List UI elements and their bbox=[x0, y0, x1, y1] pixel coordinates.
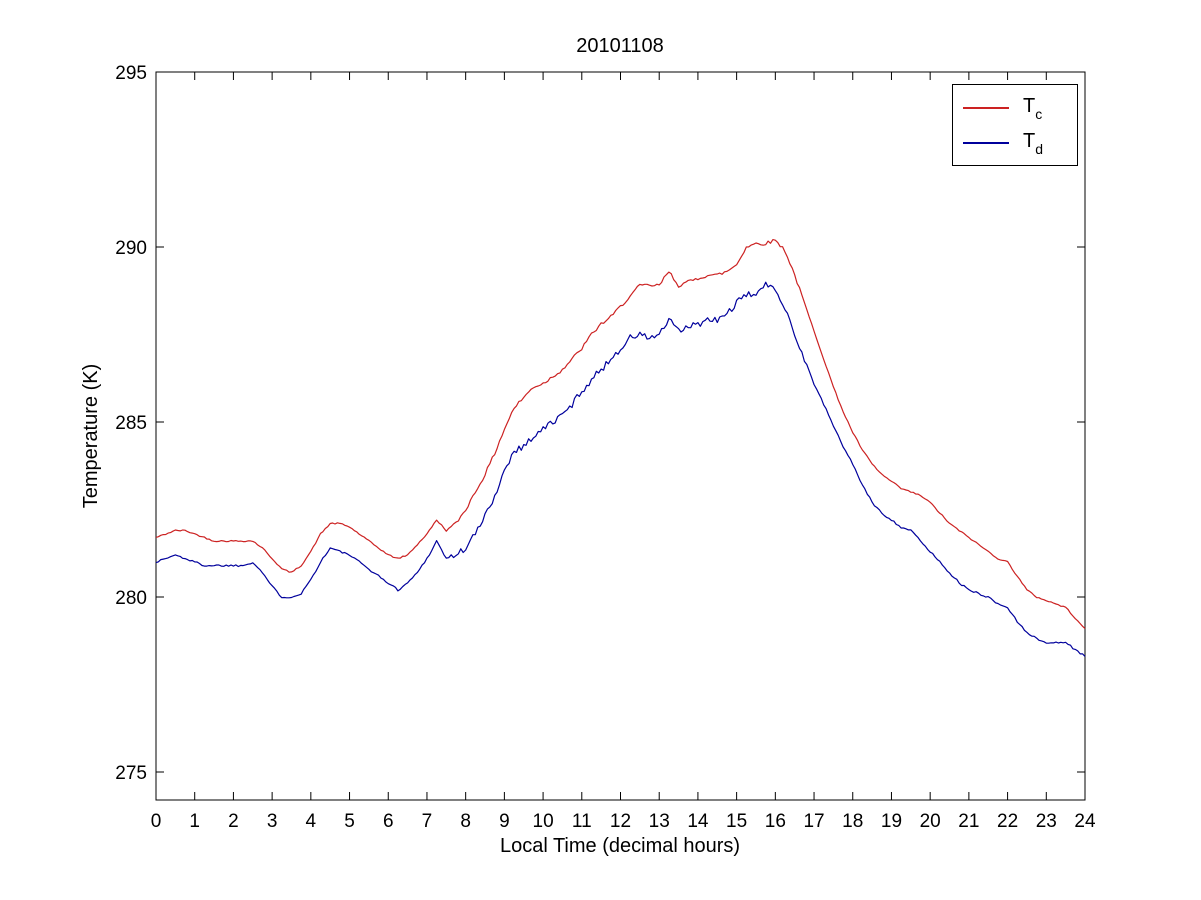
x-tick-label: 18 bbox=[842, 811, 863, 832]
x-tick-label: 7 bbox=[422, 811, 433, 832]
x-tick-label: 8 bbox=[460, 811, 471, 832]
x-tick-label: 19 bbox=[881, 811, 902, 832]
x-tick-label: 15 bbox=[726, 811, 747, 832]
x-tick-label: 2 bbox=[228, 811, 239, 832]
x-tick-label: 13 bbox=[649, 811, 670, 832]
td-legend-label: Td bbox=[1023, 130, 1044, 157]
axes-and-series: 0 1 2 3 4 5 6 7 8 9 10 11 12 13 14 15 16 17 18 19 20 21 22 23 24… bbox=[115, 63, 1096, 832]
y-tick-label: 275 bbox=[115, 763, 147, 784]
tc-label-sub: c bbox=[1035, 106, 1043, 122]
legend-entry-tc: Tc bbox=[963, 95, 1067, 122]
x-axis-label: Local Time (decimal hours) bbox=[500, 835, 740, 857]
x-tick-label: 14 bbox=[687, 811, 709, 832]
x-tick-label: 3 bbox=[267, 811, 278, 832]
x-tick-label: 11 bbox=[572, 811, 592, 832]
legend-entry-td: Td bbox=[963, 130, 1067, 157]
x-tick-label: 9 bbox=[499, 811, 510, 832]
td-label-main: T bbox=[1023, 130, 1036, 152]
x-tick-label: 16 bbox=[765, 811, 786, 832]
x-tick-label: 1 bbox=[189, 811, 200, 832]
y-tick-label: 285 bbox=[115, 413, 147, 434]
series-line-td bbox=[155, 281, 1086, 657]
x-tick-label: 0 bbox=[151, 811, 162, 832]
tc-label-main: T bbox=[1023, 95, 1036, 117]
y-tick-label: 290 bbox=[115, 238, 147, 259]
x-tick-label: 21 bbox=[958, 811, 979, 832]
chart-title: 20101108 bbox=[576, 35, 664, 57]
y-axis-label: Temperature (K) bbox=[80, 364, 102, 509]
x-tick-label: 5 bbox=[344, 811, 355, 832]
td-label-sub: d bbox=[1035, 141, 1044, 157]
x-tick-label: 6 bbox=[383, 811, 394, 832]
x-tick-label: 4 bbox=[306, 811, 317, 832]
x-tick-label: 10 bbox=[533, 811, 554, 832]
x-tick-label: 24 bbox=[1074, 811, 1096, 832]
y-tick-label: 280 bbox=[115, 588, 147, 609]
x-tick-label: 12 bbox=[610, 811, 631, 832]
td-legend-line-sample bbox=[963, 141, 1009, 144]
x-tick-label: 22 bbox=[997, 811, 1018, 832]
y-tick-label: 295 bbox=[115, 63, 147, 84]
x-tick-label: 17 bbox=[803, 811, 824, 832]
legend: Tc Td bbox=[952, 84, 1078, 166]
series-line-tc bbox=[155, 239, 1086, 629]
tc-legend-label: Tc bbox=[1023, 95, 1043, 122]
x-tick-label: 20 bbox=[920, 811, 941, 832]
x-tick-label: 23 bbox=[1036, 811, 1057, 832]
axes-box bbox=[155, 71, 1086, 801]
tc-legend-line-sample bbox=[963, 106, 1009, 109]
